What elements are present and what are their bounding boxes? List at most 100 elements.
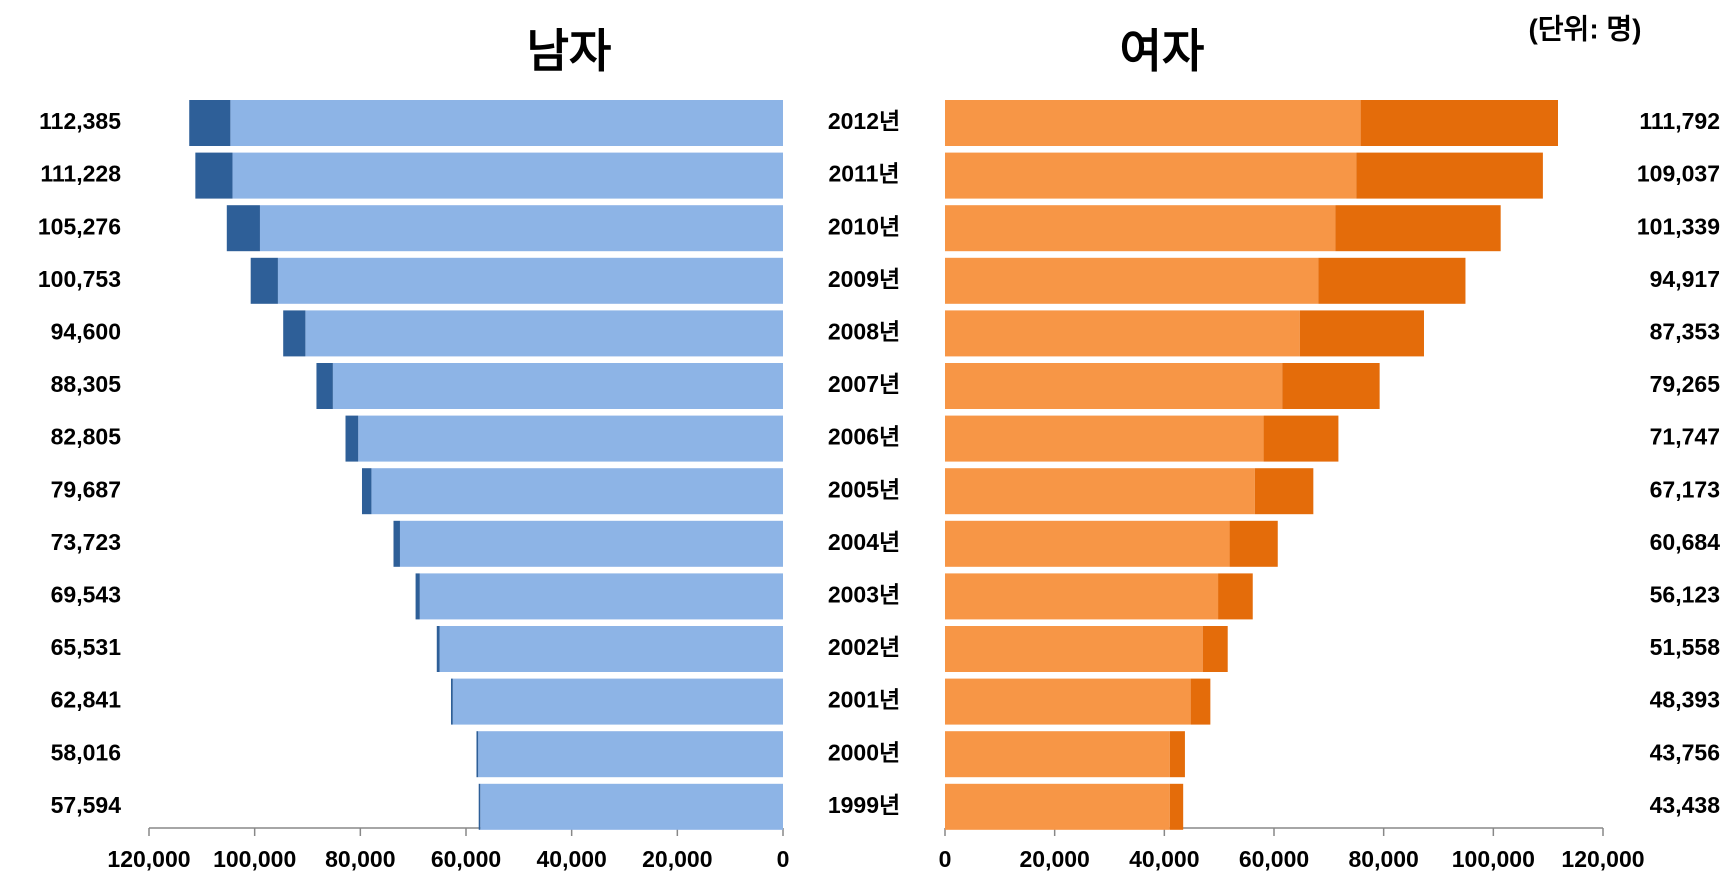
total-label: 94,600	[51, 318, 121, 344]
unit-label: (단위: 명)	[1528, 13, 1641, 44]
bar-segment	[189, 100, 231, 146]
total-label: 71,747	[1650, 424, 1720, 450]
category-label: 2012년	[828, 108, 900, 134]
bar-segment	[1218, 573, 1253, 620]
bar-segment	[419, 573, 783, 620]
bar-segment	[945, 100, 1361, 146]
bar-segment	[250, 257, 278, 304]
bar-segment	[277, 257, 783, 304]
bar-segment	[945, 468, 1255, 515]
category-label: 2007년	[828, 371, 900, 397]
category-label: 2003년	[828, 581, 900, 607]
bar-segment	[332, 363, 783, 409]
total-label: 111,792	[1639, 108, 1720, 134]
category-label: 2006년	[828, 424, 900, 450]
x-tick-label: 20,000	[642, 846, 712, 872]
x-tick-label: 60,000	[431, 846, 501, 872]
bar-segment	[945, 731, 1170, 778]
bar-segment	[305, 310, 783, 357]
bar-segment	[345, 415, 359, 462]
bar-segment	[1318, 257, 1466, 304]
bar-segment	[371, 468, 783, 515]
bar-segment	[478, 731, 783, 778]
bar-segment	[945, 257, 1319, 304]
total-label: 43,756	[1650, 739, 1720, 765]
total-label: 111,228	[40, 161, 121, 187]
bar-segment	[1356, 152, 1543, 199]
bar-segment	[230, 100, 783, 146]
category-label: 2010년	[828, 213, 900, 239]
bar-segment	[1229, 520, 1278, 567]
bar-segment	[945, 520, 1230, 567]
bar-segment	[232, 152, 783, 199]
category-label: 2011년	[828, 161, 899, 187]
bar-segment	[316, 363, 333, 409]
category-label: 2002년	[828, 634, 900, 660]
total-label: 100,753	[38, 266, 121, 292]
total-label: 43,438	[1650, 792, 1721, 818]
bar-segment	[452, 678, 783, 725]
bar-segment	[1254, 468, 1314, 515]
total-label: 65,531	[51, 634, 122, 660]
bar-segment	[945, 205, 1336, 252]
category-label: 2009년	[828, 266, 900, 292]
bar-segment	[450, 678, 453, 725]
total-label: 58,016	[51, 739, 121, 765]
x-tick-label: 100,000	[1452, 846, 1535, 872]
bar-segment	[945, 678, 1191, 725]
bar-segment	[361, 468, 372, 515]
x-tick-label: 20,000	[1019, 846, 1089, 872]
bar-segment	[358, 415, 783, 462]
bar-segment	[1335, 205, 1501, 252]
total-label: 112,385	[39, 108, 121, 134]
bar-segment	[476, 731, 479, 778]
total-label: 73,723	[51, 529, 121, 555]
bar-segment	[945, 573, 1219, 620]
total-label: 82,805	[51, 424, 122, 450]
bar-segment	[439, 626, 783, 672]
bar-segment	[436, 626, 440, 672]
category-label: 2000년	[828, 739, 900, 765]
x-tick-label: 0	[939, 846, 952, 872]
total-label: 101,339	[1637, 213, 1720, 239]
bar-segment	[945, 152, 1357, 199]
x-tick-label: 80,000	[325, 846, 395, 872]
category-label: 2004년	[828, 529, 900, 555]
total-label: 87,353	[1650, 318, 1720, 344]
bar-segment	[259, 205, 783, 252]
total-label: 88,305	[51, 371, 122, 397]
bar-segment	[945, 415, 1264, 462]
x-tick-label: 120,000	[1561, 846, 1644, 872]
total-label: 109,037	[1637, 161, 1720, 187]
category-label: 2001년	[828, 687, 900, 713]
bar-segment	[283, 310, 306, 357]
bar-segment	[1360, 100, 1558, 146]
x-tick-label: 120,000	[107, 846, 190, 872]
panel-title: 남자	[527, 25, 612, 77]
total-label: 105,276	[38, 213, 121, 239]
bar-segment	[945, 363, 1283, 409]
bar-segment	[195, 152, 233, 199]
bar-segment	[1190, 678, 1211, 725]
total-label: 79,265	[1650, 371, 1721, 397]
bar-segment	[480, 783, 783, 830]
bar-segment	[399, 520, 783, 567]
x-tick-label: 40,000	[1129, 846, 1199, 872]
category-label: 2005년	[828, 476, 900, 502]
x-tick-label: 100,000	[213, 846, 296, 872]
category-label: 1999년	[828, 792, 900, 818]
bar-segment	[1263, 415, 1339, 462]
bar-segment	[478, 783, 481, 830]
total-label: 69,543	[51, 581, 121, 607]
total-label: 67,173	[1650, 476, 1720, 502]
x-tick-label: 0	[777, 846, 790, 872]
category-label: 2008년	[828, 318, 900, 344]
bar-segment	[415, 573, 420, 620]
total-label: 56,123	[1650, 581, 1720, 607]
bar-segment	[1202, 626, 1228, 672]
bar-segment	[945, 310, 1300, 357]
total-label: 62,841	[51, 687, 122, 713]
bar-segment	[1169, 783, 1184, 830]
x-tick-label: 40,000	[536, 846, 606, 872]
